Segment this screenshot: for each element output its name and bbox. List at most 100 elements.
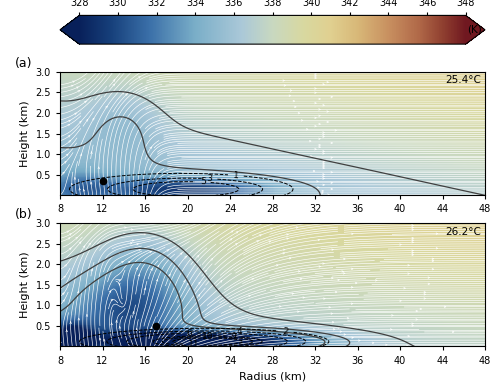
- FancyArrowPatch shape: [109, 291, 111, 293]
- FancyArrowPatch shape: [444, 306, 446, 308]
- FancyArrowPatch shape: [432, 260, 434, 262]
- FancyArrowPatch shape: [156, 279, 158, 281]
- FancyArrowPatch shape: [136, 268, 138, 270]
- FancyArrowPatch shape: [322, 263, 324, 264]
- FancyArrowPatch shape: [412, 254, 414, 256]
- FancyArrowPatch shape: [276, 328, 278, 329]
- FancyArrowPatch shape: [113, 84, 114, 86]
- FancyArrowPatch shape: [298, 112, 300, 114]
- FancyArrowPatch shape: [220, 281, 222, 283]
- FancyArrowPatch shape: [332, 249, 334, 251]
- FancyArrowPatch shape: [318, 239, 320, 241]
- FancyArrowPatch shape: [122, 261, 124, 263]
- FancyArrowPatch shape: [204, 270, 206, 272]
- FancyArrowPatch shape: [412, 241, 414, 243]
- FancyArrowPatch shape: [82, 97, 84, 99]
- FancyArrowPatch shape: [276, 264, 278, 266]
- FancyArrowPatch shape: [252, 278, 254, 280]
- FancyArrowPatch shape: [62, 172, 64, 174]
- FancyArrowPatch shape: [146, 87, 147, 89]
- FancyArrowPatch shape: [286, 234, 288, 235]
- FancyArrowPatch shape: [310, 140, 311, 142]
- FancyArrowPatch shape: [197, 256, 198, 257]
- FancyArrowPatch shape: [298, 311, 299, 313]
- FancyArrowPatch shape: [76, 238, 78, 239]
- FancyArrowPatch shape: [314, 102, 316, 104]
- FancyArrowPatch shape: [358, 340, 360, 341]
- FancyArrowPatch shape: [98, 94, 100, 96]
- FancyArrowPatch shape: [327, 81, 328, 83]
- FancyArrowPatch shape: [198, 282, 200, 284]
- FancyArrowPatch shape: [323, 174, 324, 175]
- FancyArrowPatch shape: [186, 283, 188, 285]
- FancyArrowPatch shape: [436, 233, 438, 234]
- FancyArrowPatch shape: [338, 279, 340, 281]
- FancyArrowPatch shape: [335, 129, 336, 131]
- FancyArrowPatch shape: [99, 338, 101, 340]
- FancyArrowPatch shape: [331, 313, 332, 315]
- FancyArrowPatch shape: [84, 101, 86, 103]
- FancyArrowPatch shape: [412, 229, 414, 231]
- Text: 6: 6: [186, 329, 192, 338]
- FancyArrowPatch shape: [318, 123, 320, 125]
- FancyArrowPatch shape: [126, 94, 128, 95]
- FancyArrowPatch shape: [236, 244, 237, 245]
- FancyArrowPatch shape: [298, 271, 300, 272]
- FancyArrowPatch shape: [342, 271, 344, 272]
- FancyArrowPatch shape: [351, 303, 353, 305]
- FancyArrowPatch shape: [260, 235, 262, 236]
- FancyArrowPatch shape: [314, 77, 316, 79]
- FancyArrowPatch shape: [78, 90, 80, 92]
- FancyArrowPatch shape: [119, 326, 120, 328]
- FancyArrowPatch shape: [66, 330, 68, 332]
- Y-axis label: Height (km): Height (km): [20, 100, 30, 167]
- FancyArrowPatch shape: [376, 280, 377, 281]
- FancyArrowPatch shape: [138, 274, 140, 276]
- FancyArrowPatch shape: [352, 233, 353, 235]
- FancyArrowPatch shape: [66, 231, 68, 233]
- FancyArrowPatch shape: [290, 90, 292, 91]
- FancyArrowPatch shape: [408, 264, 410, 266]
- FancyArrowPatch shape: [132, 312, 134, 314]
- FancyArrowPatch shape: [66, 148, 68, 150]
- FancyArrowPatch shape: [132, 240, 134, 241]
- FancyArrowPatch shape: [150, 268, 152, 271]
- FancyArrowPatch shape: [190, 258, 192, 259]
- FancyArrowPatch shape: [300, 278, 302, 280]
- FancyArrowPatch shape: [432, 268, 434, 270]
- Text: 26.2°C: 26.2°C: [445, 227, 481, 237]
- FancyArrowPatch shape: [284, 85, 286, 86]
- FancyArrowPatch shape: [88, 243, 90, 245]
- FancyArrowPatch shape: [292, 293, 294, 295]
- Text: 3: 3: [206, 174, 212, 183]
- FancyArrowPatch shape: [352, 268, 353, 270]
- FancyArrowPatch shape: [424, 298, 426, 300]
- FancyArrowPatch shape: [306, 129, 308, 130]
- Text: (a): (a): [16, 57, 33, 70]
- FancyArrowPatch shape: [323, 159, 324, 161]
- FancyArrowPatch shape: [313, 170, 315, 172]
- FancyArrowPatch shape: [184, 256, 186, 258]
- FancyArrowPatch shape: [83, 189, 85, 191]
- FancyArrowPatch shape: [324, 298, 325, 300]
- FancyArrowPatch shape: [64, 161, 66, 163]
- FancyArrowPatch shape: [293, 100, 294, 102]
- FancyArrowPatch shape: [351, 286, 353, 288]
- FancyArrowPatch shape: [335, 291, 337, 293]
- FancyArrowPatch shape: [122, 92, 124, 94]
- FancyArrowPatch shape: [256, 241, 258, 242]
- FancyArrowPatch shape: [98, 167, 100, 169]
- FancyArrowPatch shape: [323, 176, 324, 177]
- FancyArrowPatch shape: [340, 331, 342, 332]
- FancyArrowPatch shape: [128, 333, 130, 335]
- FancyArrowPatch shape: [406, 345, 408, 347]
- FancyArrowPatch shape: [104, 339, 105, 341]
- FancyArrowPatch shape: [150, 147, 152, 149]
- FancyArrowPatch shape: [322, 190, 324, 192]
- FancyArrowPatch shape: [130, 243, 132, 244]
- FancyArrowPatch shape: [80, 154, 82, 156]
- FancyArrowPatch shape: [318, 109, 320, 110]
- FancyArrowPatch shape: [144, 233, 146, 235]
- FancyArrowPatch shape: [70, 321, 71, 324]
- FancyArrowPatch shape: [124, 227, 126, 228]
